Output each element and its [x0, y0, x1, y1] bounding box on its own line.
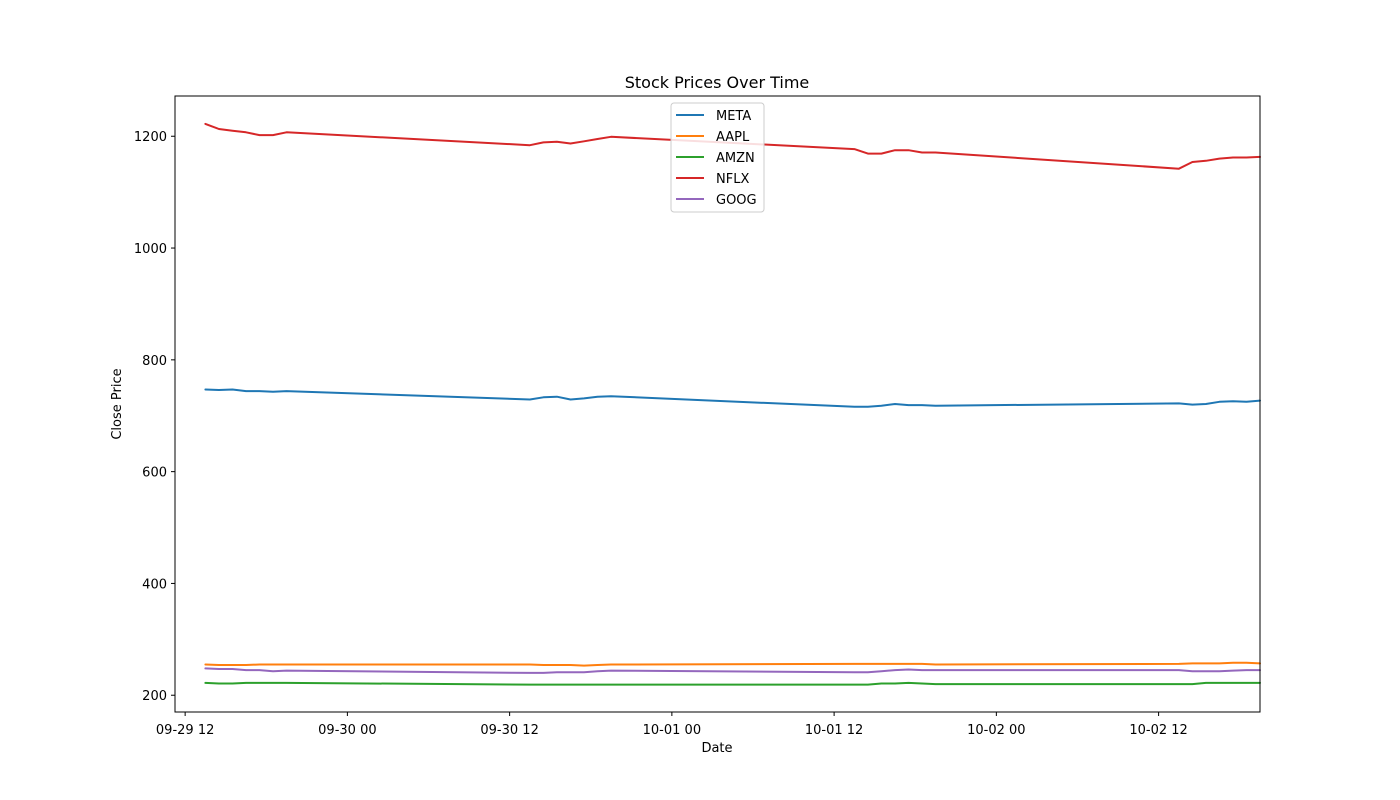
x-tick-label: 10-01 12 [805, 723, 863, 738]
y-axis-title: Close Price [110, 368, 125, 439]
x-axis: 09-29 12 09-30 00 09-30 12 10-01 00 10-01 12… [156, 712, 1188, 738]
x-tick-label: 09-30 12 [480, 723, 538, 738]
x-tick-label: 09-30 00 [318, 723, 376, 738]
legend-label-nflx: NFLX [716, 172, 749, 187]
y-tick-label: 800 [142, 354, 167, 369]
x-tick-label: 10-01 00 [643, 723, 701, 738]
x-axis-title: Date [701, 741, 732, 756]
y-tick-label: 1200 [134, 130, 167, 145]
legend-label-goog: GOOG [716, 193, 757, 208]
series-line-goog [204, 667, 1261, 674]
x-tick-label: 09-29 12 [156, 723, 214, 738]
y-tick-label: 200 [142, 689, 167, 704]
legend-label-meta: META [716, 109, 751, 124]
series-line-amzn [204, 681, 1261, 686]
y-tick-label: 1000 [134, 242, 167, 257]
legend-label-aapl: AAPL [716, 130, 750, 145]
x-tick-label: 10-02 12 [1129, 723, 1187, 738]
series-line-meta [204, 388, 1261, 408]
legend: META AAPL AMZN NFLX GOOG [670, 102, 765, 213]
y-tick-label: 400 [142, 577, 167, 592]
y-tick-label: 600 [142, 466, 167, 481]
legend-box [670, 102, 765, 213]
legend-label-amzn: AMZN [716, 151, 755, 166]
chart-title: Stock Prices Over Time [625, 73, 810, 92]
series-line-aapl [204, 661, 1261, 667]
y-axis: 200 400 600 800 1000 1200 [134, 130, 175, 704]
plot-frame [174, 95, 1261, 713]
x-tick-label: 10-02 00 [967, 723, 1025, 738]
